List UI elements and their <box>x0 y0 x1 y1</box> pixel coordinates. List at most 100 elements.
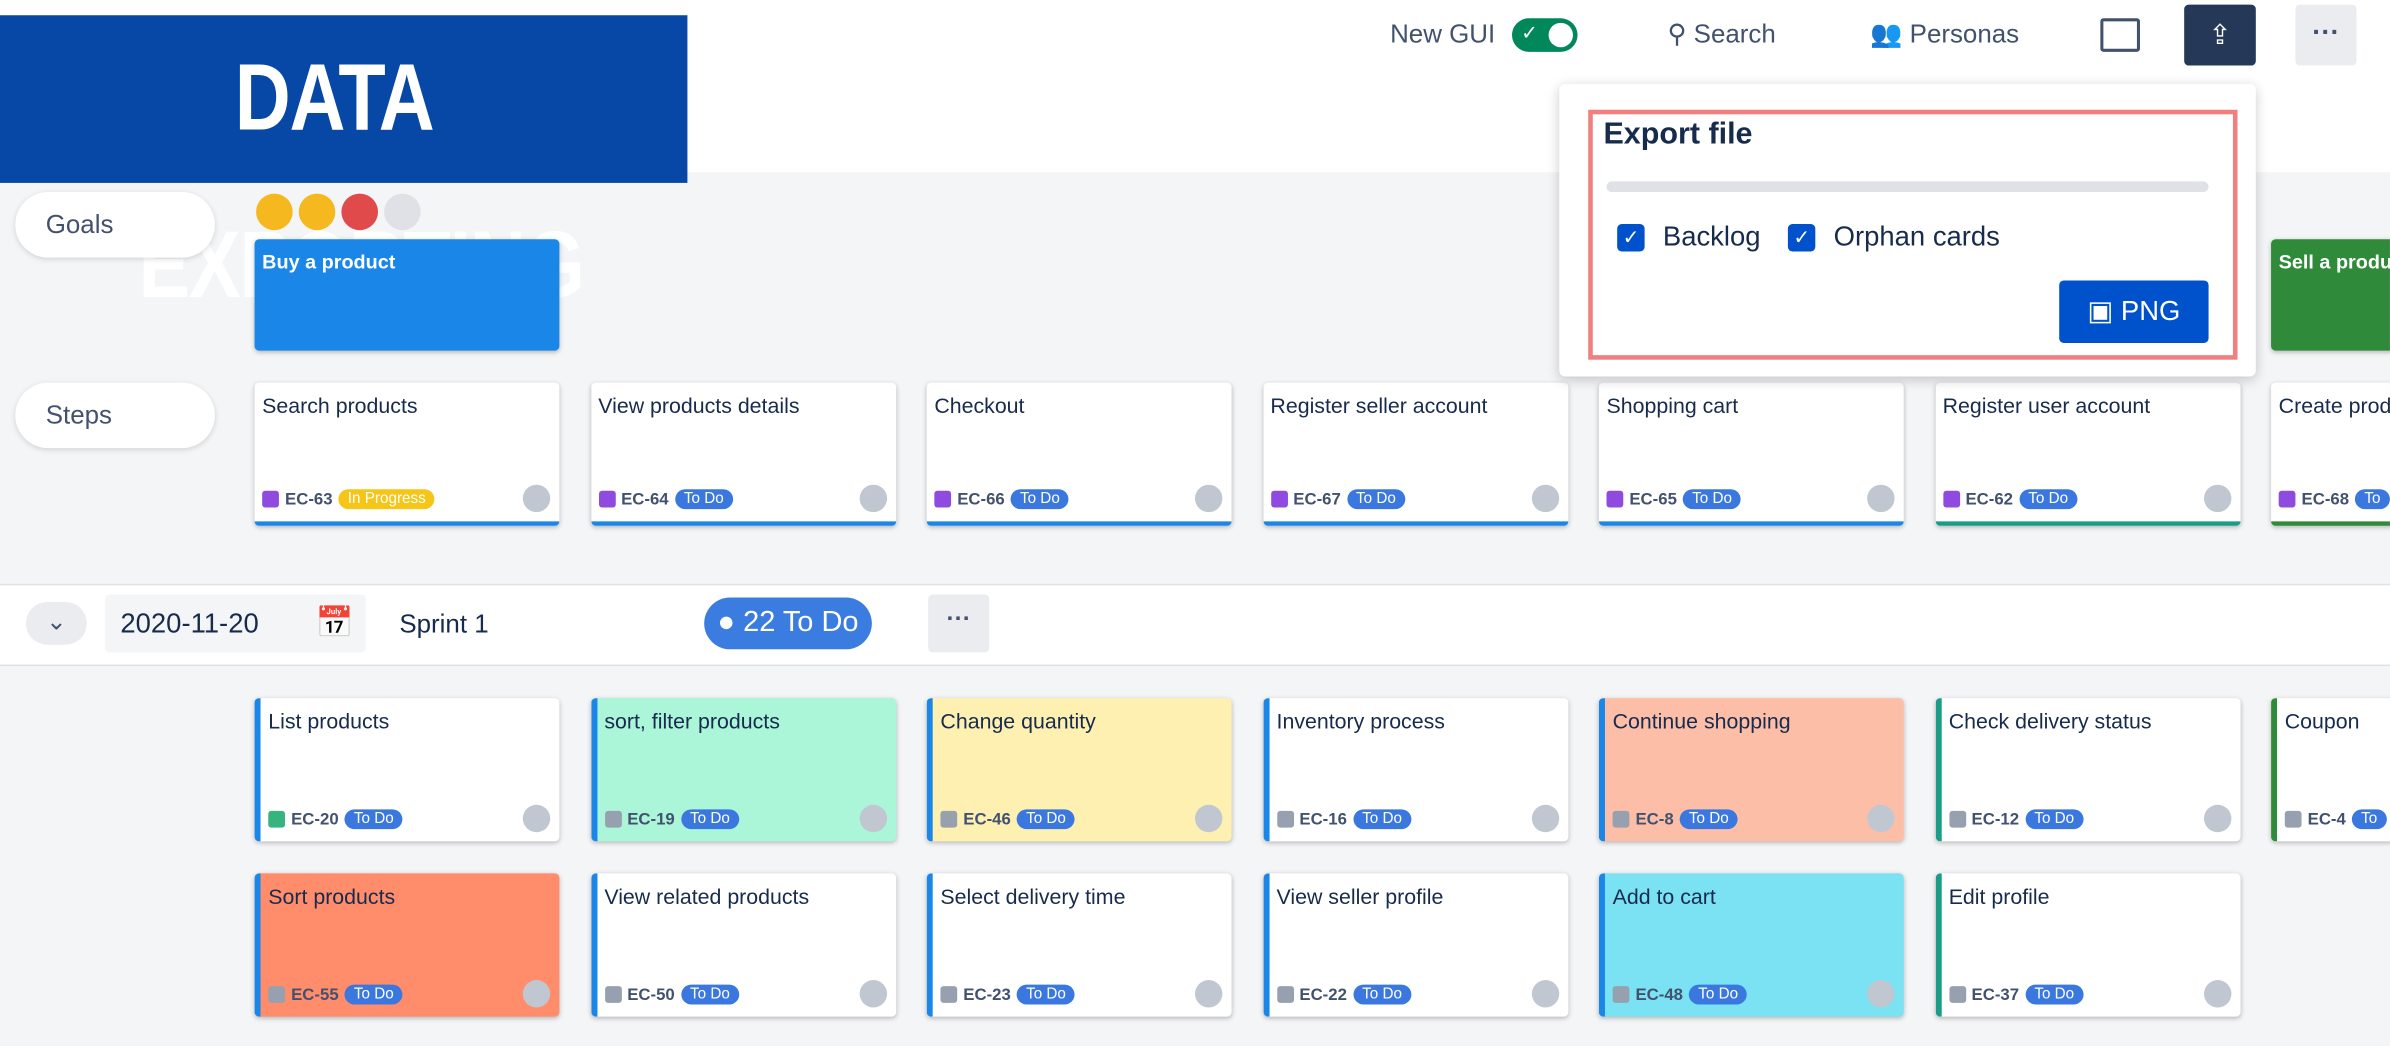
issue-key: EC-65 <box>1629 490 1677 509</box>
issue-icon <box>1612 810 1630 828</box>
step-card: Checkout EC-66 To Do <box>926 382 1232 526</box>
assignee-avatar <box>2203 484 2231 513</box>
card-footer: EC-19 To Do <box>604 809 739 830</box>
issue-key: EC-64 <box>621 490 669 509</box>
card-footer: EC-20 To Do <box>268 809 403 830</box>
card-title: Coupon <box>2284 708 2360 734</box>
assignee-avatar <box>1531 804 1559 833</box>
status-badge: To Do <box>1353 809 1412 830</box>
sprint-menu[interactable]: ··· <box>928 594 990 653</box>
issue-icon <box>934 490 952 508</box>
status-badge: To <box>2351 809 2387 830</box>
goals-label: Goals <box>15 192 215 258</box>
assignee-avatar <box>1531 484 1559 513</box>
card-title: Continue shopping <box>1612 708 1791 734</box>
card-title: Edit profile <box>1948 884 2050 909</box>
card-title: Inventory process <box>1276 708 1445 734</box>
assignee-avatar <box>858 804 887 833</box>
card-footer: EC-65 To Do <box>1606 489 1742 510</box>
progress-bar <box>1606 181 2209 193</box>
issue-key: EC-67 <box>1293 490 1341 509</box>
export-panel: Export file ✓ Backlog ✓ Orphan cards ▣ PNG <box>1559 83 2256 377</box>
issue-key: EC-37 <box>1971 985 2020 1004</box>
png-button[interactable]: ▣ PNG <box>2059 280 2209 343</box>
assignee-avatar <box>1867 804 1895 833</box>
assignee-avatar <box>522 484 551 513</box>
card-footer: EC-48 To Do <box>1612 984 1748 1005</box>
issue-key: EC-66 <box>957 490 1005 509</box>
assignee-avatar <box>858 980 887 1008</box>
story-card: Coupon EC-4 To <box>2271 698 2390 842</box>
step-card: Search products EC-63 In Progress <box>254 382 560 526</box>
toggle[interactable]: ✓ <box>1512 18 1578 52</box>
card-footer: EC-50 To Do <box>604 984 739 1005</box>
card-title: Create produ <box>2278 393 2390 418</box>
checkbox[interactable]: ✓ <box>1617 223 1645 251</box>
card-footer: EC-66 To Do <box>934 489 1069 510</box>
personas-button[interactable]: 👥 Personas <box>1870 19 2020 49</box>
assignee-avatar <box>2203 980 2231 1008</box>
sprint-count: 22 To Do <box>743 606 859 639</box>
story-card: Change quantity EC-46 To Do <box>926 698 1232 842</box>
issue-icon <box>268 986 286 1003</box>
card-title: Shopping cart <box>1606 393 1739 418</box>
story-card: List products EC-20 To Do <box>254 698 560 842</box>
status-badge: To Do <box>1016 984 1076 1005</box>
card-title: Search products <box>262 393 418 418</box>
step-card: Register user account EC-62 To Do <box>1934 382 2240 526</box>
option-label: Orphan cards <box>1833 221 2000 252</box>
card-title: Add to cart <box>1612 884 1716 909</box>
status-badge: In Progress <box>338 489 435 510</box>
issue-key: EC-63 <box>285 490 333 509</box>
issue-key: EC-55 <box>291 985 339 1004</box>
card-footer: EC-62 To Do <box>1942 489 2078 510</box>
status-badge: To Do <box>1010 489 1069 510</box>
card-footer: EC-64 To Do <box>598 489 733 510</box>
assignee-avatar <box>1194 804 1223 833</box>
story-card: Sort products EC-55 To Do <box>254 873 560 1017</box>
banner: DATA EXPORTING <box>0 15 688 319</box>
sprint-status[interactable]: ● 22 To Do <box>704 597 872 650</box>
issue-key: EC-8 <box>1635 810 1674 829</box>
issue-key: EC-48 <box>1635 985 1684 1004</box>
issue-icon <box>1270 490 1288 508</box>
status-badge: To <box>2355 489 2390 510</box>
more-button[interactable]: ··· <box>2295 4 2357 66</box>
step-card: Shopping cart EC-65 To Do <box>1598 382 1904 526</box>
issue-key: EC-46 <box>963 810 1011 829</box>
card-title: Sell a produ <box>2278 249 2390 273</box>
date-field[interactable]: 2020-11-20 📅 <box>105 594 366 653</box>
assignee-avatar <box>1194 980 1223 1008</box>
card-title: Check delivery status <box>1948 708 2152 734</box>
issue-icon <box>262 490 279 508</box>
status-badge: To Do <box>1016 809 1076 830</box>
highlight <box>1588 109 2238 360</box>
assignee-avatar <box>522 980 551 1008</box>
sprint-date: 2020-11-20 <box>120 608 259 639</box>
issue-key: EC-62 <box>1965 490 2013 509</box>
checkbox[interactable]: ✓ <box>1787 223 1816 251</box>
card-footer: EC-4 To <box>2284 809 2387 830</box>
sprint-name: Sprint 1 <box>399 609 489 639</box>
card-title: Change quantity <box>940 708 1096 734</box>
issue-icon <box>1612 986 1630 1003</box>
issue-key: EC-19 <box>627 810 675 829</box>
persona-avatars <box>256 193 421 231</box>
card-title: Sort products <box>268 884 396 909</box>
issue-icon <box>940 986 958 1003</box>
card-footer: EC-22 To Do <box>1276 984 1412 1005</box>
export-button[interactable]: ⇪ <box>2184 4 2256 66</box>
issue-icon <box>2278 490 2296 508</box>
panel-title: Export file <box>1603 117 1753 151</box>
assignee-avatar <box>1867 484 1895 513</box>
search-button[interactable]: ⚲ Search <box>1667 19 1776 49</box>
present-button[interactable] <box>2100 18 2140 52</box>
story-card: Edit profile EC-37 To Do <box>1934 873 2240 1017</box>
issue-icon <box>2284 810 2302 828</box>
issue-icon <box>1606 490 1624 508</box>
collapse-button[interactable]: ⌄ <box>25 602 87 645</box>
options: ✓ Backlog ✓ Orphan cards <box>1617 221 2000 253</box>
sprint-bar <box>0 583 2390 667</box>
issue-icon <box>940 810 958 828</box>
button-label: PNG <box>2120 295 2181 327</box>
